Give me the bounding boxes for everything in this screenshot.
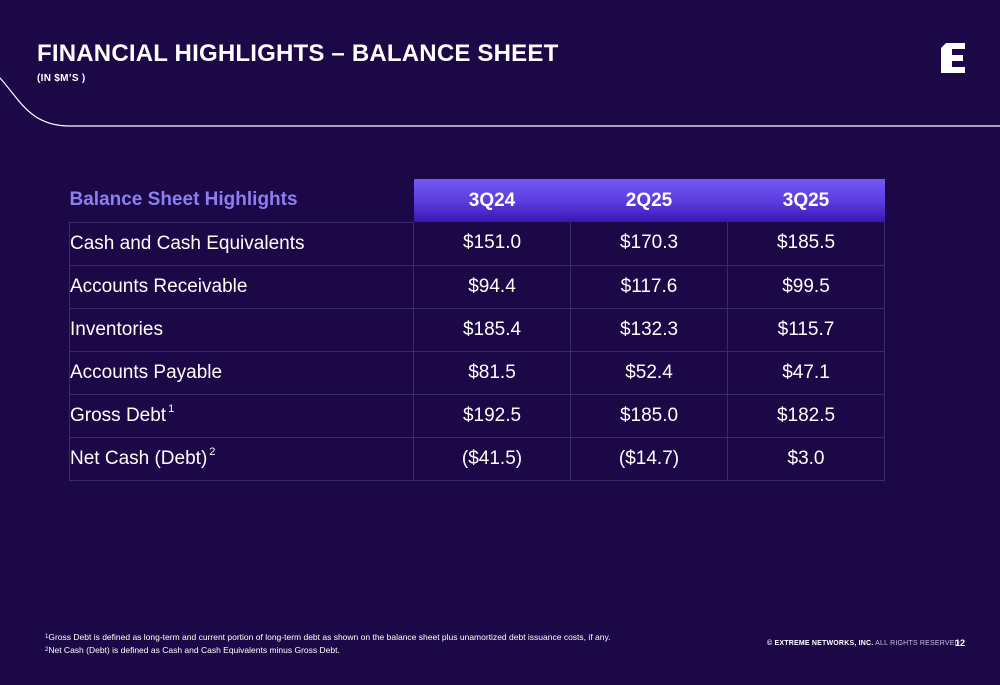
page-subtitle: (IN $M’S ) bbox=[37, 73, 86, 84]
row-label: Accounts Payable bbox=[69, 351, 414, 395]
column-header-period: 3Q24 bbox=[413, 179, 571, 222]
table-cell: $115.7 bbox=[727, 308, 885, 352]
table-cell: $185.0 bbox=[570, 394, 728, 438]
footnote-marker: 2 bbox=[209, 445, 216, 458]
row-label: Net Cash (Debt) 2 bbox=[69, 437, 414, 481]
table-cell: $132.3 bbox=[570, 308, 728, 352]
table-cell: $81.5 bbox=[413, 351, 571, 395]
footnote: 1Gross Debt is defined as long-term and … bbox=[45, 632, 611, 642]
table-cell: $3.0 bbox=[727, 437, 885, 481]
table-cell: $185.4 bbox=[413, 308, 571, 352]
header-divider-curve bbox=[0, 77, 1000, 127]
table-cell: ($14.7) bbox=[570, 437, 728, 481]
table-cell: $192.5 bbox=[413, 394, 571, 438]
row-label: Accounts Receivable bbox=[69, 265, 414, 309]
table-cell: $99.5 bbox=[727, 265, 885, 309]
table-cell: $185.5 bbox=[727, 222, 885, 266]
row-label: Gross Debt 1 bbox=[69, 394, 414, 438]
row-label: Inventories bbox=[69, 308, 414, 352]
table-header-row: Balance Sheet Highlights 3Q24 2Q25 3Q25 bbox=[69, 179, 885, 223]
page-title: FINANCIAL HIGHLIGHTS – BALANCE SHEET bbox=[37, 40, 559, 67]
table-row: Net Cash (Debt) 2 ($41.5) ($14.7) $3.0 bbox=[69, 437, 885, 481]
copyright-notice: © EXTREME NETWORKS, INC. ALL RIGHTS RESE… bbox=[767, 640, 963, 647]
table-row: Accounts Payable $81.5 $52.4 $47.1 bbox=[69, 351, 885, 395]
footnote: 2Net Cash (Debt) is defined as Cash and … bbox=[45, 645, 340, 655]
balance-sheet-table: Balance Sheet Highlights 3Q24 2Q25 3Q25 … bbox=[69, 179, 885, 481]
table-row: Gross Debt 1 $192.5 $185.0 $182.5 bbox=[69, 394, 885, 438]
table-row: Cash and Cash Equivalents $151.0 $170.3 … bbox=[69, 222, 885, 266]
table-cell: $94.4 bbox=[413, 265, 571, 309]
table-cell: $47.1 bbox=[727, 351, 885, 395]
footnotes: 1Gross Debt is defined as long-term and … bbox=[45, 631, 610, 657]
footnote-marker: 1 bbox=[168, 402, 175, 415]
table-row: Inventories $185.4 $132.3 $115.7 bbox=[69, 308, 885, 352]
column-header-period: 2Q25 bbox=[570, 179, 728, 222]
table-row: Accounts Receivable $94.4 $117.6 $99.5 bbox=[69, 265, 885, 309]
table-cell: $170.3 bbox=[570, 222, 728, 266]
page-number: 12 bbox=[955, 638, 966, 648]
table-cell: $52.4 bbox=[570, 351, 728, 395]
table-cell: ($41.5) bbox=[413, 437, 571, 481]
extreme-networks-e-icon bbox=[941, 43, 965, 73]
row-label: Cash and Cash Equivalents bbox=[69, 222, 414, 266]
column-header-period: 3Q25 bbox=[727, 179, 885, 222]
table-cell: $151.0 bbox=[413, 222, 571, 266]
table-cell: $182.5 bbox=[727, 394, 885, 438]
table-header-label: Balance Sheet Highlights bbox=[69, 179, 414, 223]
table-cell: $117.6 bbox=[570, 265, 728, 309]
